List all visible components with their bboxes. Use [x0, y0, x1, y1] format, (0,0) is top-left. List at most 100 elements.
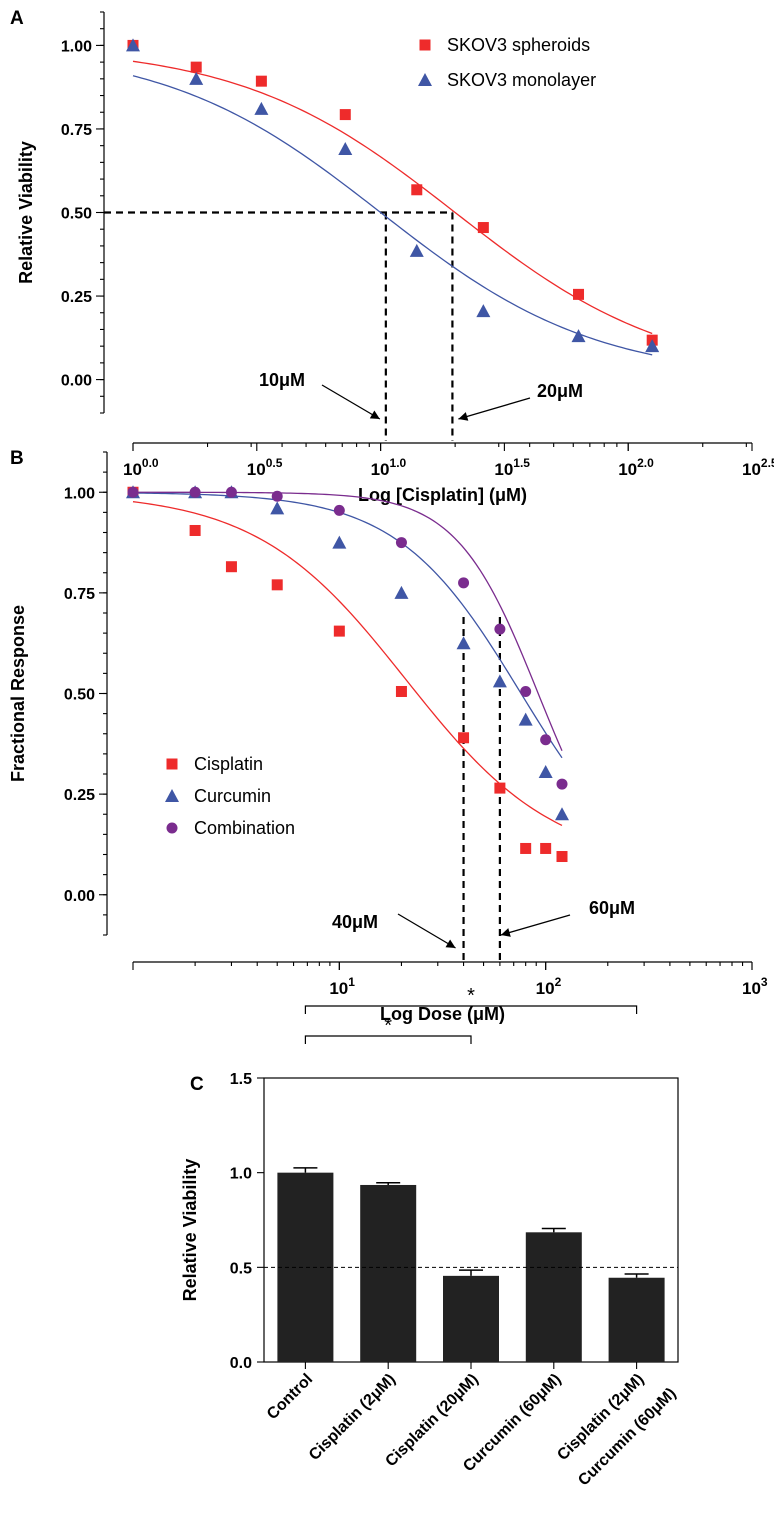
- annotation-label: 60μM: [589, 898, 635, 918]
- data-point: [270, 501, 285, 515]
- y-tick-label: 0.0: [230, 1355, 252, 1372]
- legend-marker: [166, 758, 178, 770]
- data-point: [255, 75, 267, 87]
- x-tick-exponent: 1: [348, 975, 355, 989]
- panel-letter: B: [10, 448, 24, 469]
- data-point: [271, 579, 283, 591]
- legend-marker: [418, 73, 432, 86]
- x-tick-exponent: 3: [761, 975, 768, 989]
- data-point: [225, 561, 237, 573]
- y-tick-label: 0.00: [61, 373, 92, 390]
- x-tick-base: 10: [536, 979, 555, 998]
- data-point: [520, 685, 532, 697]
- x-tick-label: 100.0: [123, 456, 159, 479]
- data-point: [556, 778, 568, 790]
- data-point: [573, 288, 585, 300]
- x-tick-exponent: 0.0: [142, 456, 159, 470]
- y-tick-label: 1.00: [64, 485, 95, 502]
- y-tick-label: 1.00: [61, 38, 92, 55]
- fit-curve-cisplatin: [132, 501, 563, 827]
- x-axis-label: Log [Cisplatin] (μM): [358, 485, 527, 505]
- data-point: [477, 222, 489, 234]
- x-axis-label: Log Dose (μM): [380, 1004, 505, 1024]
- bar: [360, 1184, 417, 1362]
- x-tick-base: 10: [329, 979, 348, 998]
- y-axis-label: Relative Viability: [16, 141, 36, 284]
- annotation-arrow-line: [321, 384, 381, 420]
- data-point: [338, 142, 353, 156]
- fit-curve-combination: [133, 491, 563, 751]
- y-tick-label: 0.75: [61, 122, 92, 139]
- annotation-arrow-line: [458, 397, 531, 420]
- data-point: [520, 842, 532, 854]
- data-point: [332, 535, 347, 549]
- x-tick-base: 10: [742, 979, 761, 998]
- y-axis-label: Relative Viability: [180, 1159, 200, 1302]
- legend-label: SKOV3 monolayer: [447, 70, 596, 90]
- y-tick-label: 1.5: [230, 1071, 252, 1088]
- legend-label: Cisplatin: [194, 754, 263, 774]
- panel-letter: A: [10, 8, 24, 29]
- annotation-arrow-head: [445, 939, 456, 948]
- x-tick-label: 101: [329, 975, 355, 998]
- data-point: [395, 537, 407, 549]
- data-point: [127, 486, 139, 498]
- x-tick-label: 102: [536, 975, 562, 998]
- data-point: [456, 636, 471, 650]
- significance-bracket: [304, 1005, 638, 1014]
- data-point: [556, 851, 568, 863]
- x-tick-label: 102.0: [618, 456, 654, 479]
- data-point: [395, 685, 407, 697]
- panel-letter: C: [190, 1074, 204, 1095]
- x-tick-exponent: 2.0: [637, 456, 654, 470]
- data-point: [540, 842, 552, 854]
- x-tick-base: 10: [123, 460, 142, 479]
- y-tick-label: 0.75: [64, 586, 95, 603]
- data-point: [409, 243, 424, 257]
- annotation-arrow-head: [500, 928, 511, 937]
- y-tick-label: 0.50: [61, 206, 92, 223]
- x-tick-base: 10: [371, 460, 390, 479]
- data-point: [333, 625, 345, 637]
- y-tick-label: 0.5: [230, 1260, 252, 1277]
- data-point: [189, 524, 201, 536]
- x-tick-base: 10: [742, 460, 761, 479]
- data-point: [394, 585, 409, 599]
- data-point: [458, 732, 470, 744]
- data-point: [540, 734, 552, 746]
- y-tick-label: 0.25: [64, 787, 95, 804]
- data-point: [571, 329, 586, 343]
- fit-curve-curcumin: [132, 492, 563, 759]
- x-tick-label: 103: [742, 975, 768, 998]
- x-tick-base: 10: [494, 460, 513, 479]
- data-point: [494, 623, 506, 635]
- data-point: [518, 712, 533, 726]
- fit-curve-skov3-monolayer: [132, 75, 653, 356]
- annotation-arrow-line: [500, 914, 571, 936]
- legend-marker: [165, 789, 179, 802]
- legend-label: SKOV3 spheroids: [447, 35, 590, 55]
- x-tick-label: 100.5: [247, 456, 283, 479]
- x-tick-exponent: 1.0: [390, 456, 407, 470]
- legend-label: Curcumin: [194, 786, 271, 806]
- x-tick-exponent: 1.5: [513, 456, 530, 470]
- data-point: [645, 339, 660, 353]
- data-point: [411, 184, 423, 196]
- data-point: [476, 304, 491, 318]
- data-point: [271, 490, 283, 502]
- y-tick-label: 0.50: [64, 687, 95, 704]
- annotation-label: 40μM: [332, 912, 378, 932]
- data-point: [538, 764, 553, 778]
- data-point: [126, 38, 140, 52]
- data-point: [339, 109, 351, 121]
- category-label: Cisplatin (2μM): [306, 1371, 399, 1464]
- annotation-label: 10μM: [259, 370, 305, 390]
- data-point: [333, 504, 345, 516]
- annotation-arrow-head: [369, 410, 380, 419]
- x-tick-label: 102.5: [742, 456, 774, 479]
- x-tick-exponent: 2: [555, 975, 562, 989]
- category-label: Cisplatin (2μM): [554, 1371, 647, 1464]
- y-axis-label: Fractional Response: [8, 605, 28, 782]
